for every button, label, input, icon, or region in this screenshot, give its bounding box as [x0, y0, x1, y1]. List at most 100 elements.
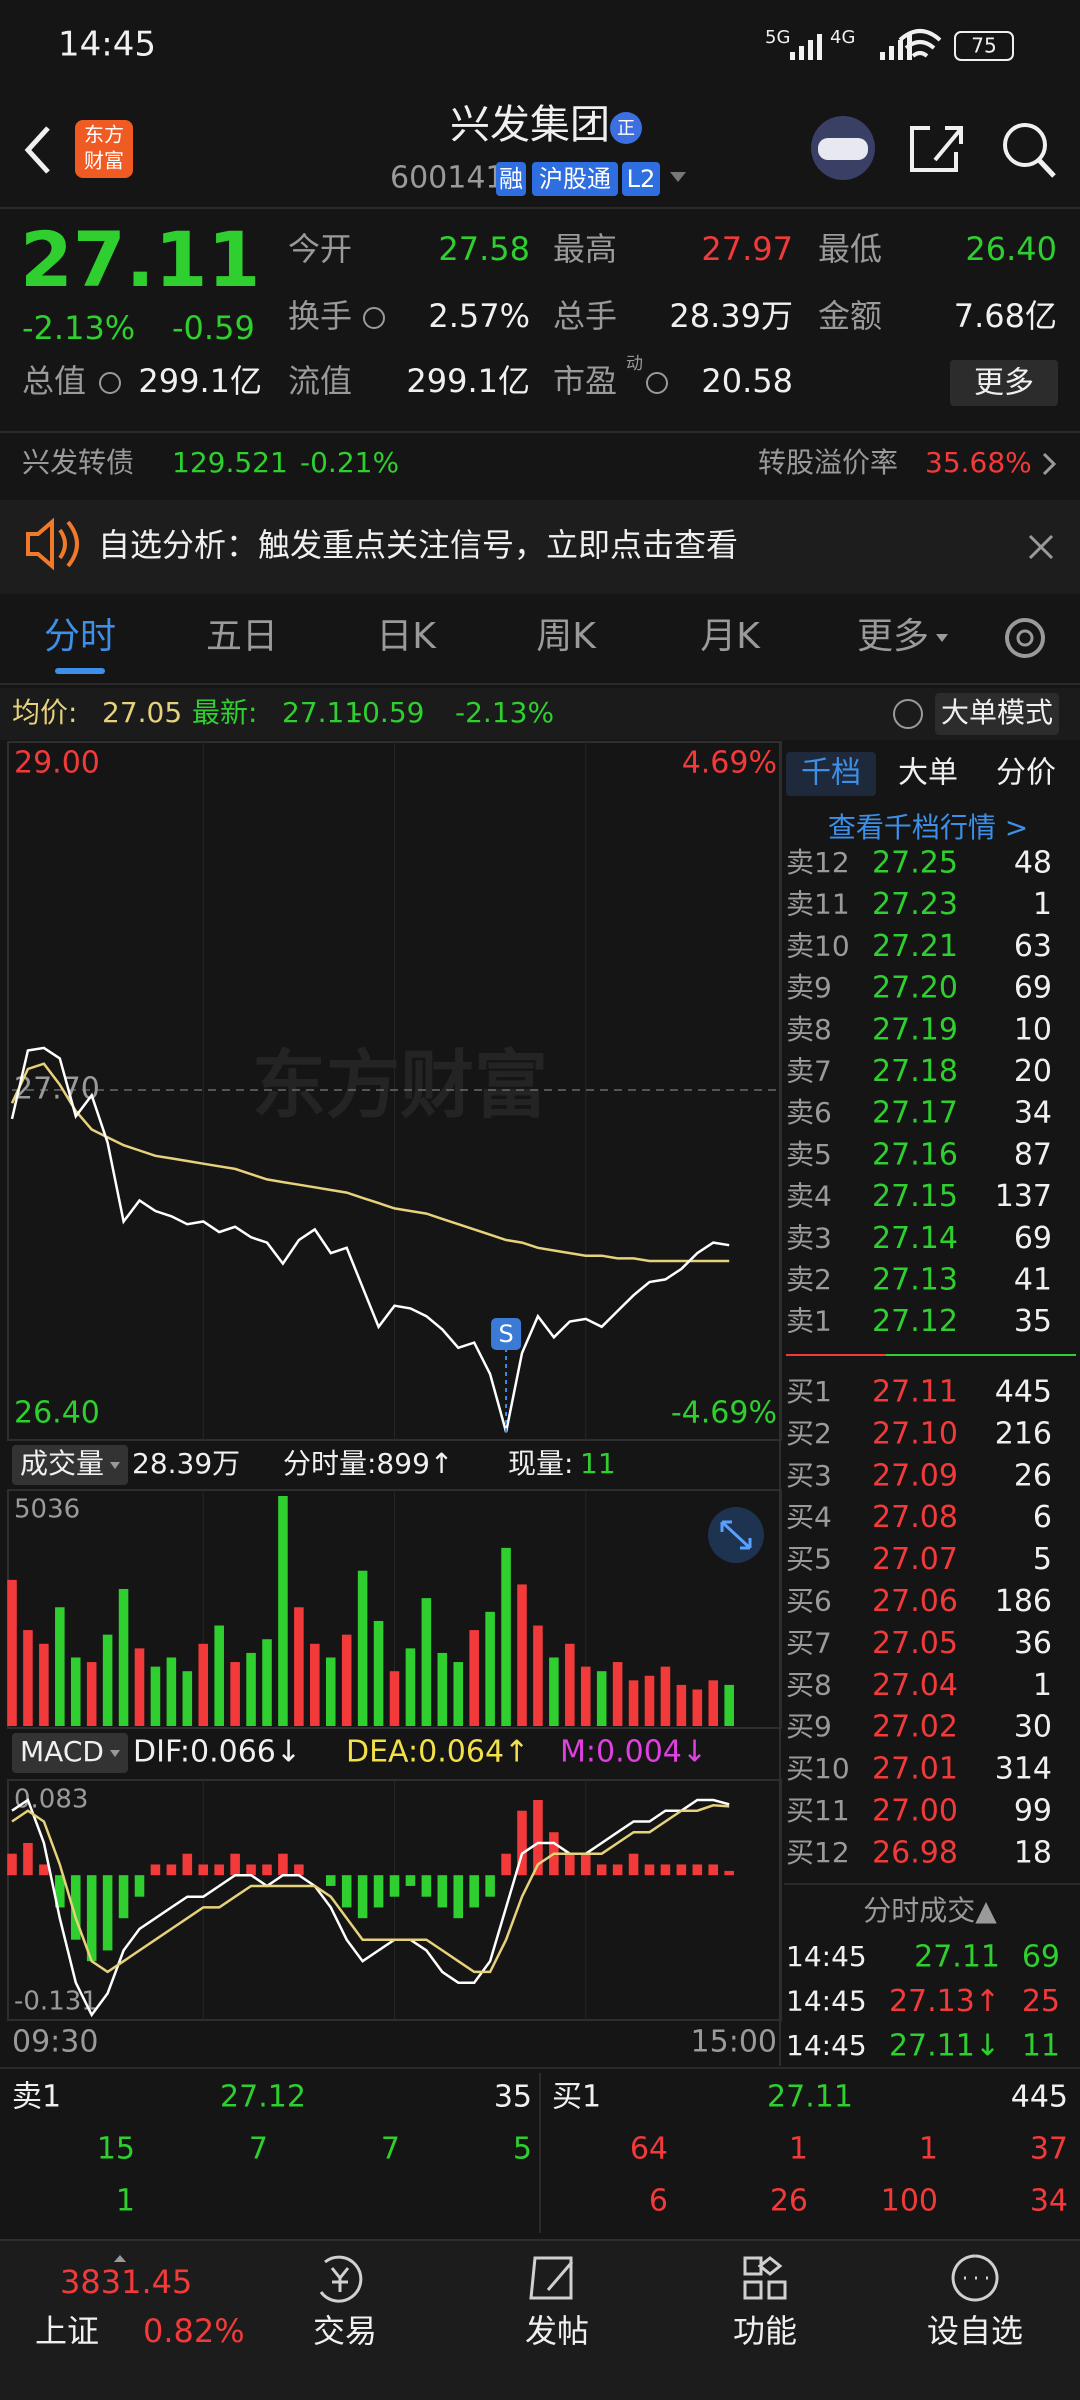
level-price: 27.08: [872, 1500, 958, 1535]
search-handle: [1037, 158, 1056, 178]
tab[interactable]: 日K: [376, 616, 437, 657]
level-price: 27.13: [872, 1263, 958, 1298]
more-button-text[interactable]: 更多: [974, 366, 1034, 401]
change: -0.59: [352, 696, 424, 729]
volume-bar: [405, 1648, 416, 1726]
indicator-name[interactable]: MACD: [20, 1735, 104, 1768]
index-change[interactable]: 0.82%: [143, 2312, 245, 2350]
volume-bar: [612, 1662, 623, 1726]
notice-text[interactable]: 自选分析：触发重点关注信号，立即点击查看: [98, 526, 738, 564]
level-volume: 41: [1014, 1263, 1052, 1298]
y-tick-label: 27.70: [14, 1072, 100, 1107]
stat-label: 最高: [553, 230, 617, 268]
stat-label: 换手: [288, 297, 352, 335]
macd-bar: [214, 1864, 224, 1876]
indicator-select[interactable]: [12, 1733, 128, 1773]
level-label: 买4: [786, 1501, 832, 1534]
tab[interactable]: 月K: [700, 616, 761, 657]
level-label: 买5: [786, 1543, 832, 1576]
nav-icon[interactable]: [319, 2255, 363, 2303]
tab[interactable]: 五日: [206, 616, 278, 657]
share-icon[interactable]: [910, 126, 963, 172]
search-icon[interactable]: [1003, 123, 1047, 167]
book-tab[interactable]: 千档: [801, 756, 861, 791]
dea-value: DEA:0.064↑: [346, 1735, 529, 1770]
notice-banner[interactable]: [0, 500, 1080, 594]
pe-tag: 动: [626, 354, 643, 374]
book-link[interactable]: 查看千档行情 >: [828, 811, 1028, 844]
change-percent: -2.13%: [22, 309, 135, 347]
book-tab[interactable]: 大单: [898, 756, 958, 791]
level-price: 27.10: [872, 1416, 958, 1451]
legend-label: 最新:: [192, 696, 257, 729]
macd-bar: [389, 1875, 400, 1897]
nav-icon[interactable]: [743, 2256, 787, 2300]
app-logo: [75, 120, 133, 178]
level-volume: 1: [1033, 887, 1052, 922]
stat-label: 总值: [22, 362, 86, 400]
mode-button[interactable]: [935, 693, 1059, 735]
level-label: 买12: [786, 1836, 850, 1869]
mode-button-text[interactable]: 大单模式: [941, 696, 1053, 729]
tab[interactable]: 周K: [536, 616, 597, 657]
chevron: [1042, 452, 1057, 476]
index-value[interactable]: 3831.45: [60, 2263, 192, 2301]
wifi-icon: [898, 29, 942, 58]
bond-name: 兴发转债: [22, 446, 134, 479]
macd-bar: [421, 1875, 432, 1897]
dropdown: [670, 172, 686, 182]
x-tick-label: 15:00: [691, 2025, 777, 2060]
macd-bar: [708, 1864, 719, 1876]
close-icon[interactable]: [1028, 534, 1054, 560]
level-label: 买7: [786, 1626, 832, 1659]
nav-item[interactable]: 交易: [313, 2312, 377, 2350]
nav-item[interactable]: 发帖: [525, 2312, 589, 2350]
level-price: 27.02: [872, 1710, 958, 1745]
back-button[interactable]: [24, 126, 50, 174]
volume-bar: [565, 1643, 575, 1726]
network-label: 5G: [765, 27, 790, 48]
macd-bar: [7, 1853, 17, 1876]
bid-label: 买1: [552, 2080, 601, 2115]
volume-bar: [246, 1652, 256, 1726]
level-volume: 18: [1014, 1835, 1052, 1870]
nav-item[interactable]: 设自选: [927, 2312, 1023, 2350]
level-price: 27.19: [872, 1012, 958, 1047]
signal-bar: [898, 40, 903, 60]
indicator-select[interactable]: [12, 1445, 128, 1485]
queue-order: 1: [789, 2132, 808, 2167]
stat-value: 27.97: [701, 230, 793, 268]
level-label: 卖8: [786, 1013, 832, 1046]
nav-icon[interactable]: [951, 2254, 999, 2302]
macd-bar: [612, 1864, 623, 1876]
macd-bar: [23, 1842, 33, 1876]
volume-bar: [134, 1648, 145, 1726]
signal-bar: [799, 46, 804, 60]
trades-title[interactable]: 分时成交▲: [863, 1894, 997, 1927]
volume-bar: [660, 1666, 671, 1726]
book-tab[interactable]: 分价: [996, 756, 1056, 791]
nav-item[interactable]: 功能: [733, 2312, 797, 2350]
macd-bar: [373, 1875, 384, 1908]
trade-price: 27.13↑: [889, 1984, 1000, 2019]
stat-value: 28.39万: [669, 297, 793, 335]
tab[interactable]: 更多: [857, 616, 929, 657]
more-button[interactable]: [950, 360, 1058, 406]
tab[interactable]: 分时: [44, 616, 116, 657]
level-price: 27.25: [872, 846, 958, 881]
nav-icon[interactable]: [529, 2256, 574, 2300]
settings-icon[interactable]: [1005, 618, 1045, 658]
ask-volume: 35: [494, 2080, 532, 2115]
level-price: 27.12: [872, 1304, 958, 1339]
volume-bar: [644, 1675, 655, 1726]
indicator-name[interactable]: 成交量: [20, 1447, 104, 1480]
x-tick-label: 09:30: [12, 2025, 98, 2060]
index-name[interactable]: 上证: [35, 2312, 99, 2350]
y2-tick-label: 4.69%: [682, 746, 777, 781]
info-bar: [0, 688, 1080, 740]
network-label: 4G: [830, 27, 855, 48]
macd-bar: [246, 1864, 256, 1876]
now-volume-label: 现量:: [508, 1447, 573, 1480]
stat-value: 27.58: [438, 230, 530, 268]
signal-text: S: [498, 1320, 513, 1348]
